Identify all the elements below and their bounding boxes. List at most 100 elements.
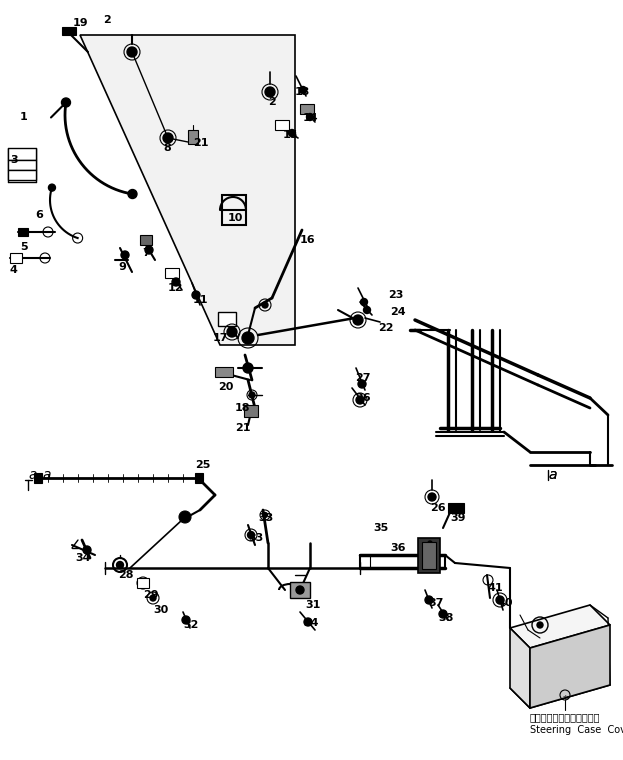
Bar xyxy=(215,367,233,377)
Circle shape xyxy=(145,246,153,254)
Text: 4: 4 xyxy=(10,265,18,275)
Text: 6: 6 xyxy=(35,210,43,220)
Text: 23: 23 xyxy=(388,290,403,300)
Circle shape xyxy=(49,184,55,191)
Text: 34: 34 xyxy=(75,553,90,563)
Bar xyxy=(8,148,36,160)
Bar xyxy=(137,578,149,588)
Text: 38: 38 xyxy=(438,613,454,623)
Text: 31: 31 xyxy=(305,600,320,610)
Circle shape xyxy=(127,47,137,57)
Text: 20: 20 xyxy=(218,382,234,392)
Bar xyxy=(290,582,310,598)
Text: 2: 2 xyxy=(268,97,276,107)
Text: 27: 27 xyxy=(355,373,371,383)
Bar xyxy=(448,503,464,513)
Text: 28: 28 xyxy=(118,570,133,580)
Text: 39: 39 xyxy=(450,513,465,523)
Circle shape xyxy=(265,87,275,97)
Circle shape xyxy=(247,531,255,539)
Bar xyxy=(418,538,440,573)
Circle shape xyxy=(117,562,123,568)
Bar xyxy=(8,160,36,170)
Circle shape xyxy=(242,332,254,344)
Text: 14: 14 xyxy=(303,113,318,123)
Circle shape xyxy=(227,327,237,337)
Text: 34: 34 xyxy=(303,618,318,628)
Circle shape xyxy=(304,618,312,626)
Circle shape xyxy=(425,596,433,604)
Circle shape xyxy=(307,113,313,121)
Bar xyxy=(62,27,76,35)
Text: a: a xyxy=(548,468,556,482)
Text: *: * xyxy=(562,695,568,705)
Text: 1: 1 xyxy=(20,112,28,122)
Circle shape xyxy=(179,511,191,523)
Circle shape xyxy=(262,512,267,518)
Text: 30: 30 xyxy=(153,605,168,615)
Circle shape xyxy=(428,541,432,545)
Bar xyxy=(10,253,22,263)
Text: 18: 18 xyxy=(235,403,250,413)
Circle shape xyxy=(296,586,304,594)
Text: 21: 21 xyxy=(235,423,250,433)
Circle shape xyxy=(356,396,364,404)
Bar xyxy=(275,120,289,130)
Circle shape xyxy=(300,87,307,93)
Text: 12: 12 xyxy=(168,283,184,293)
Text: 13: 13 xyxy=(295,87,310,97)
Text: 24: 24 xyxy=(390,307,406,317)
Polygon shape xyxy=(80,35,295,345)
Circle shape xyxy=(243,363,253,373)
Bar xyxy=(188,130,198,144)
Text: 15: 15 xyxy=(283,130,298,140)
Text: 33: 33 xyxy=(258,513,273,523)
Bar xyxy=(218,312,236,326)
Text: 32: 32 xyxy=(183,620,198,630)
Circle shape xyxy=(537,622,543,628)
Circle shape xyxy=(363,306,371,313)
Circle shape xyxy=(439,610,447,618)
Bar xyxy=(140,235,152,245)
Text: 26: 26 xyxy=(430,503,445,513)
Text: 2: 2 xyxy=(103,15,111,25)
Bar xyxy=(195,473,203,483)
Text: 7: 7 xyxy=(142,248,150,258)
Circle shape xyxy=(172,278,180,286)
Text: 37: 37 xyxy=(428,598,444,608)
Text: 8: 8 xyxy=(163,143,171,153)
Circle shape xyxy=(361,299,368,306)
Text: 11: 11 xyxy=(193,295,209,305)
Text: a: a xyxy=(548,468,556,482)
Circle shape xyxy=(249,392,255,398)
Circle shape xyxy=(353,315,363,325)
Text: 25: 25 xyxy=(195,460,211,470)
Bar xyxy=(34,473,42,483)
Circle shape xyxy=(262,302,268,308)
Text: 21: 21 xyxy=(193,138,209,148)
Text: Steering  Case  Cover: Steering Case Cover xyxy=(530,725,623,735)
Text: 41: 41 xyxy=(488,583,503,593)
Text: 40: 40 xyxy=(498,598,513,608)
Circle shape xyxy=(163,133,173,143)
Text: 22: 22 xyxy=(378,323,394,333)
Text: a: a xyxy=(28,468,37,482)
Text: a: a xyxy=(42,468,50,482)
Text: 16: 16 xyxy=(300,235,316,245)
Circle shape xyxy=(428,493,436,501)
Text: 10: 10 xyxy=(228,213,244,223)
Text: 36: 36 xyxy=(390,543,406,553)
Circle shape xyxy=(150,595,156,601)
Bar xyxy=(8,170,36,180)
Circle shape xyxy=(288,129,295,137)
Circle shape xyxy=(128,189,137,198)
Circle shape xyxy=(62,98,70,107)
Bar xyxy=(165,268,179,278)
Text: 5: 5 xyxy=(20,242,27,252)
Text: 3: 3 xyxy=(10,155,17,165)
Text: ステアリングケースカバー: ステアリングケースカバー xyxy=(530,712,601,722)
Circle shape xyxy=(182,616,190,624)
Text: 19: 19 xyxy=(73,18,88,28)
Bar xyxy=(244,405,258,417)
Bar xyxy=(222,195,246,225)
